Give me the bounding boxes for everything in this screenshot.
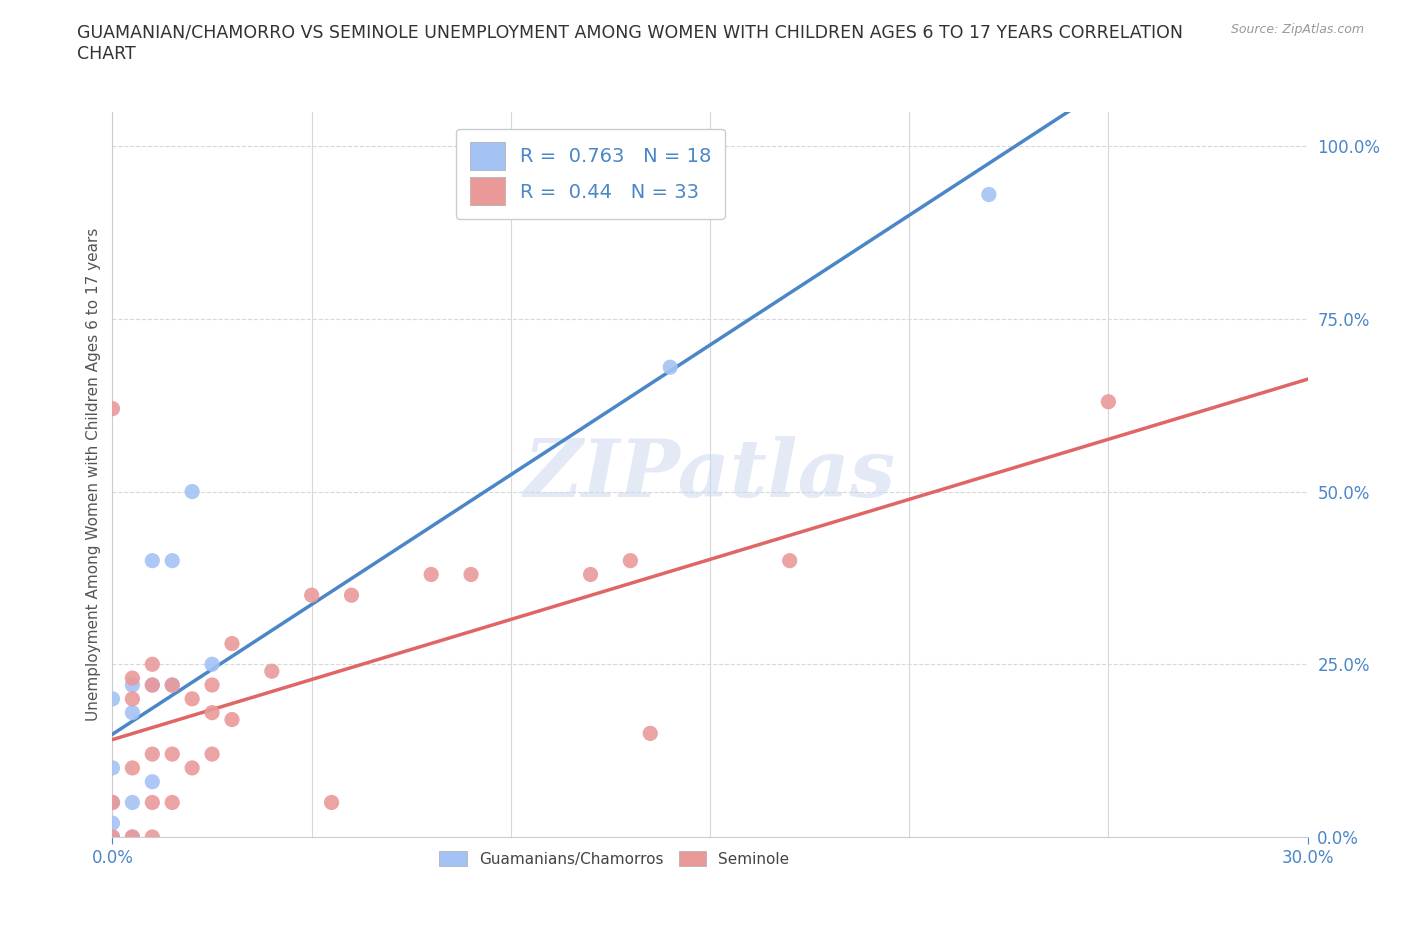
Point <box>221 712 243 727</box>
Y-axis label: Unemployment Among Women with Children Ages 6 to 17 years: Unemployment Among Women with Children A… <box>86 228 101 721</box>
Point <box>121 830 143 844</box>
Point <box>121 795 143 810</box>
Point <box>1097 394 1119 409</box>
Point <box>121 761 143 776</box>
Point <box>141 747 163 762</box>
Point <box>141 553 163 568</box>
Point <box>340 588 363 603</box>
Point <box>619 553 641 568</box>
Point <box>101 816 124 830</box>
Point <box>162 553 183 568</box>
Point <box>101 830 124 844</box>
Point <box>162 747 183 762</box>
Point <box>141 795 163 810</box>
Point <box>659 360 682 375</box>
Point <box>221 636 243 651</box>
Text: Source: ZipAtlas.com: Source: ZipAtlas.com <box>1230 23 1364 36</box>
Point <box>420 567 443 582</box>
Legend: Guamanians/Chamorros, Seminole: Guamanians/Chamorros, Seminole <box>433 844 796 873</box>
Point <box>101 761 124 776</box>
Point <box>579 567 602 582</box>
Point <box>201 705 224 720</box>
Point <box>201 678 224 693</box>
Point <box>121 705 143 720</box>
Point <box>162 678 183 693</box>
Point <box>779 553 801 568</box>
Point <box>640 726 662 741</box>
Point <box>181 691 204 706</box>
Point <box>101 691 124 706</box>
Point <box>301 588 323 603</box>
Point <box>162 795 183 810</box>
Point <box>141 830 163 844</box>
Point <box>460 567 482 582</box>
Point <box>101 795 124 810</box>
Point <box>321 795 343 810</box>
Point <box>121 830 143 844</box>
Point <box>121 678 143 693</box>
Point <box>977 187 1000 202</box>
Point <box>181 761 204 776</box>
Point <box>141 775 163 790</box>
Point <box>101 795 124 810</box>
Point <box>141 657 163 671</box>
Point <box>141 678 163 693</box>
Text: CHART: CHART <box>77 45 136 62</box>
Point <box>141 678 163 693</box>
Point <box>201 657 224 671</box>
Point <box>260 664 283 679</box>
Point <box>101 830 124 844</box>
Point <box>121 671 143 685</box>
Text: GUAMANIAN/CHAMORRO VS SEMINOLE UNEMPLOYMENT AMONG WOMEN WITH CHILDREN AGES 6 TO : GUAMANIAN/CHAMORRO VS SEMINOLE UNEMPLOYM… <box>77 23 1184 41</box>
Point <box>121 691 143 706</box>
Point <box>101 401 124 416</box>
Point <box>181 485 204 499</box>
Point <box>201 747 224 762</box>
Text: ZIPatlas: ZIPatlas <box>524 435 896 513</box>
Point <box>162 678 183 693</box>
